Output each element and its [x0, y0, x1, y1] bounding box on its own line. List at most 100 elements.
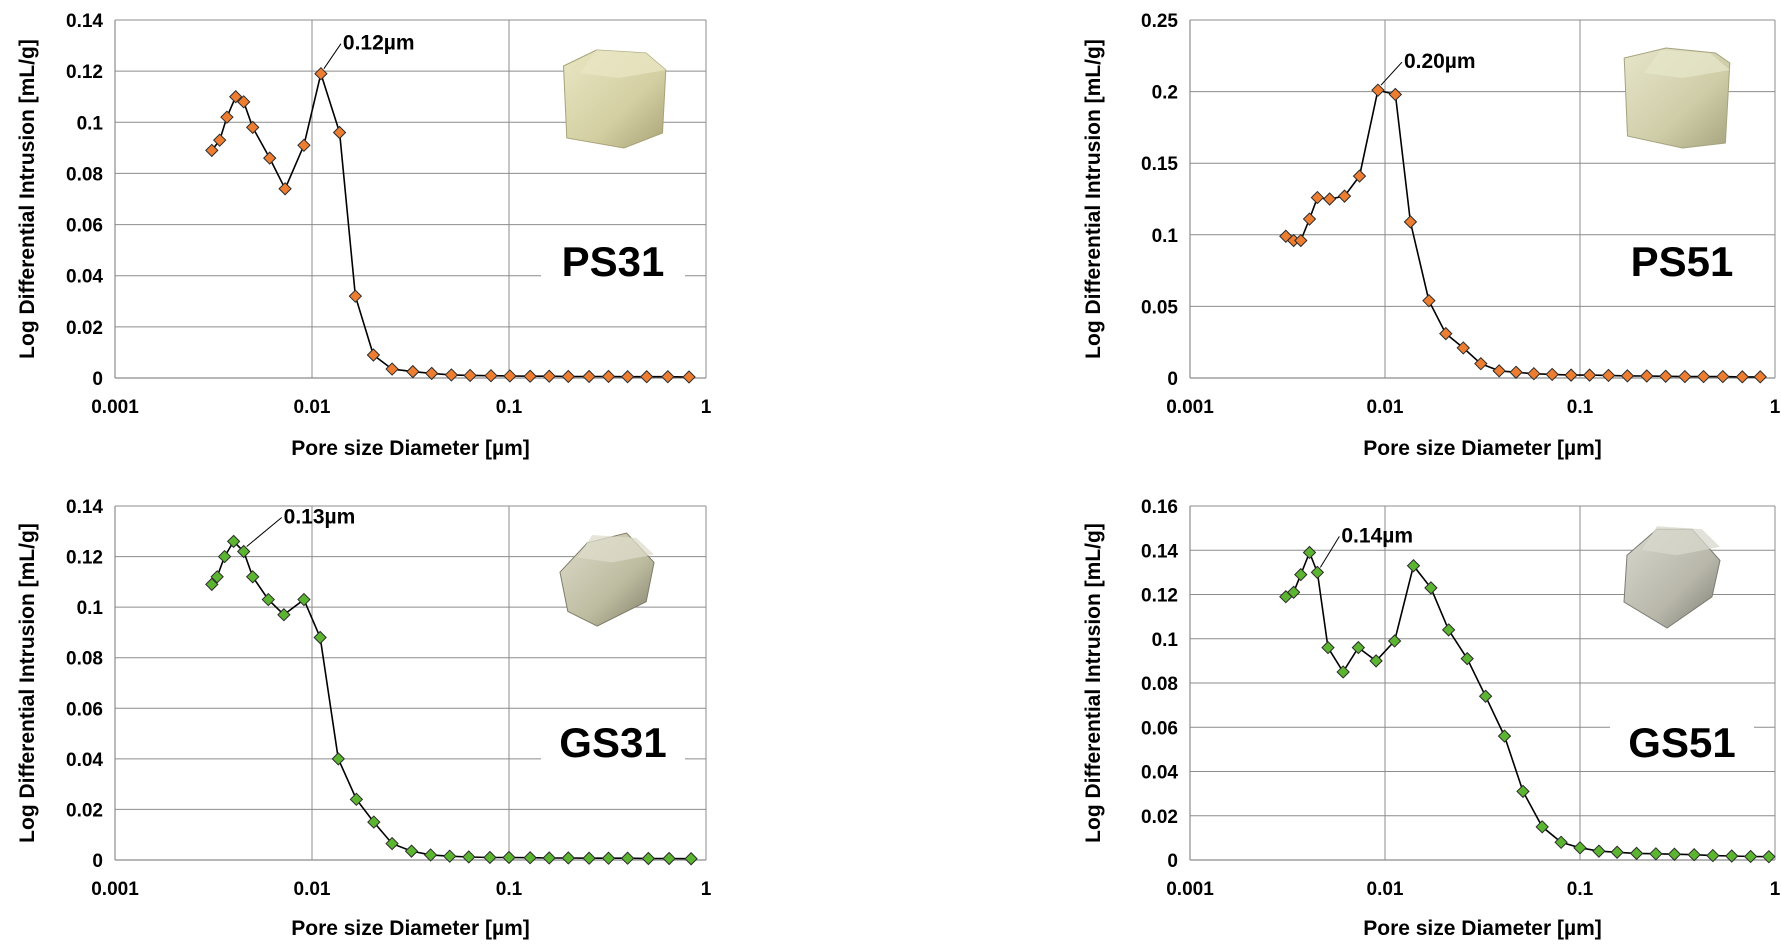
- data-point: [1753, 370, 1767, 384]
- data-point: [385, 362, 399, 376]
- x-tick-label: 0.01: [1367, 879, 1404, 900]
- data-point: [484, 368, 498, 383]
- y-tick-label: 0.12: [66, 548, 103, 569]
- peak-annotation: 0.20µm: [1404, 50, 1476, 73]
- data-point: [406, 364, 420, 379]
- y-axis-title: Log Differential Intrusion [mL/g]: [16, 523, 39, 843]
- data-point: [1369, 654, 1383, 668]
- data-point: [331, 752, 346, 766]
- y-tick-label: 0.08: [66, 164, 103, 185]
- data-point: [314, 66, 328, 81]
- data-point: [601, 851, 616, 865]
- data-point: [424, 366, 439, 381]
- data-point: [620, 370, 635, 384]
- x-tick-label: 0.1: [496, 397, 523, 418]
- data-point: [1321, 640, 1335, 655]
- sample-name: GS51: [1628, 719, 1735, 766]
- data-point: [442, 849, 457, 863]
- x-axis-title: Pore size Diameter [µm]: [291, 917, 530, 940]
- y-axis-title: Log Differential Intrusion [mL/g]: [1082, 39, 1105, 359]
- data-point: [1439, 326, 1453, 341]
- y-tick-label: 0.14: [1141, 541, 1178, 562]
- data-point: [1725, 849, 1739, 863]
- y-tick-label: 0.04: [66, 267, 103, 288]
- data-point: [1441, 623, 1456, 637]
- data-point: [278, 182, 292, 196]
- sample-name: GS31: [559, 719, 666, 766]
- annotation-leader: [1380, 61, 1403, 86]
- data-point: [226, 534, 241, 549]
- x-tick-label: 0.001: [91, 879, 139, 900]
- sample-photo: [562, 49, 667, 149]
- sample-photo: [559, 532, 655, 627]
- x-axis-title: Pore size Diameter [µm]: [1363, 437, 1602, 460]
- y-tick-label: 0: [92, 851, 103, 872]
- data-point: [205, 143, 219, 158]
- sample-name-backing: [541, 717, 685, 767]
- y-tick-label: 0.05: [1141, 297, 1178, 318]
- y-tick-label: 0: [1167, 851, 1178, 872]
- x-tick-label: 0.1: [1567, 879, 1594, 900]
- y-tick-label: 0: [1167, 369, 1178, 390]
- x-tick-label: 0.001: [1166, 879, 1214, 900]
- x-tick-label: 0.1: [496, 879, 523, 900]
- data-point: [245, 120, 260, 135]
- y-tick-label: 0.1: [77, 598, 104, 619]
- peak-annotation: 0.14µm: [1341, 524, 1413, 547]
- y-tick-label: 0.12: [1141, 586, 1178, 607]
- data-point: [236, 544, 251, 559]
- data-point: [1667, 847, 1682, 861]
- data-point: [1387, 634, 1402, 648]
- data-point: [1687, 847, 1701, 862]
- data-point: [620, 851, 635, 865]
- data-point: [261, 592, 276, 607]
- chart-panel-ps51: 0 0.05 0.1 0.15 0.2 0.25 0.001 0.01 0.1 1 Pore siz…: [1082, 11, 1781, 460]
- data-point: [348, 289, 363, 303]
- data-point: [1403, 215, 1418, 229]
- data-point: [542, 369, 556, 383]
- data-point: [1424, 581, 1438, 595]
- data-point: [1310, 190, 1325, 205]
- data-point: [277, 608, 291, 622]
- data-point: [601, 369, 616, 384]
- data-point: [1620, 369, 1635, 383]
- x-tick-label: 0.001: [1166, 397, 1214, 418]
- data-point: [1735, 370, 1750, 384]
- sample-name-backing: [1610, 236, 1754, 286]
- data-point: [1516, 784, 1530, 799]
- data-point: [1302, 545, 1317, 560]
- y-tick-label: 0.06: [66, 699, 103, 720]
- y-tick-label: 0.1: [77, 113, 104, 134]
- sample-name: PS51: [1631, 238, 1734, 285]
- y-tick-label: 0.04: [1141, 763, 1178, 784]
- data-point: [1592, 844, 1606, 858]
- data-point: [661, 370, 675, 384]
- data-point: [313, 630, 327, 645]
- data-point: [502, 850, 516, 865]
- data-point: [1371, 83, 1385, 97]
- data-point: [1294, 233, 1308, 248]
- y-tick-label: 0.04: [66, 750, 103, 771]
- sample-name: PS31: [562, 238, 665, 285]
- y-axis-title: Log Differential Intrusion [mL/g]: [1082, 523, 1105, 843]
- data-point: [462, 850, 476, 864]
- chart-panel-gs51: 0 0.02 0.04 0.06 0.08 0.1 0.12 0.14 0.16 0.001 0.0…: [1082, 497, 1781, 940]
- x-tick-label: 1: [701, 397, 712, 418]
- data-point: [217, 549, 232, 564]
- data-point: [236, 95, 251, 109]
- y-tick-label: 0.15: [1141, 154, 1178, 175]
- sample-photo: [1623, 526, 1721, 629]
- data-point: [1640, 369, 1654, 383]
- data-point: [1460, 651, 1474, 666]
- data-point: [1474, 356, 1488, 371]
- data-point: [523, 851, 537, 865]
- data-point: [1716, 369, 1730, 384]
- peak-annotation: 0.13µm: [284, 506, 356, 529]
- peak-annotation: 0.12µm: [343, 32, 415, 55]
- data-point: [1743, 849, 1758, 864]
- x-tick-label: 0.1: [1567, 397, 1594, 418]
- data-point: [1478, 689, 1493, 703]
- y-tick-label: 0.1: [1152, 226, 1179, 247]
- data-point: [263, 151, 277, 165]
